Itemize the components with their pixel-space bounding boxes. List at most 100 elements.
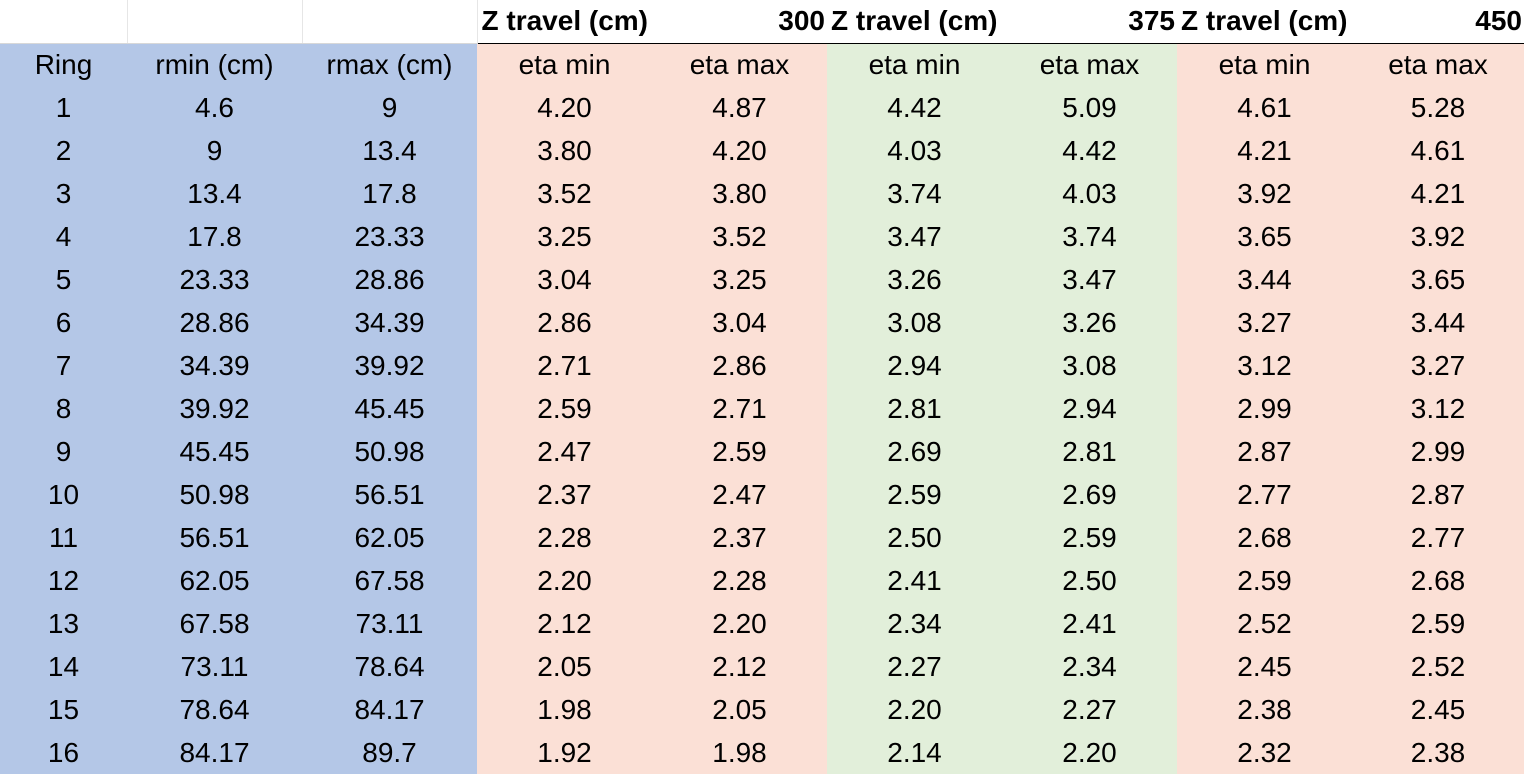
eta-min-cell[interactable]: 3.26: [827, 258, 1002, 301]
rmin-cell[interactable]: 39.92: [127, 387, 302, 430]
rmin-cell[interactable]: 9: [127, 129, 302, 172]
rmin-cell[interactable]: 45.45: [127, 430, 302, 473]
ring-cell[interactable]: 1: [0, 86, 127, 129]
eta-max-cell[interactable]: 2.81: [1002, 430, 1177, 473]
eta-max-cell[interactable]: 2.47: [652, 473, 827, 516]
eta-min-cell[interactable]: 2.45: [1177, 645, 1352, 688]
rmax-cell[interactable]: 23.33: [302, 215, 477, 258]
eta-min-cell[interactable]: 4.42: [827, 86, 1002, 129]
header-eta-max[interactable]: eta max: [652, 43, 827, 86]
rmin-cell[interactable]: 13.4: [127, 172, 302, 215]
eta-min-cell[interactable]: 2.68: [1177, 516, 1352, 559]
z-travel-label[interactable]: Z travel (cm): [1177, 0, 1352, 44]
rmin-cell[interactable]: 28.86: [127, 301, 302, 344]
eta-max-cell[interactable]: 2.86: [652, 344, 827, 387]
eta-max-cell[interactable]: 4.87: [652, 86, 827, 129]
eta-max-cell[interactable]: 2.87: [1352, 473, 1524, 516]
rmin-cell[interactable]: 67.58: [127, 602, 302, 645]
eta-max-cell[interactable]: 2.99: [1352, 430, 1524, 473]
eta-max-cell[interactable]: 3.12: [1352, 387, 1524, 430]
header-ring[interactable]: Ring: [0, 43, 127, 86]
eta-min-cell[interactable]: 2.41: [827, 559, 1002, 602]
eta-max-cell[interactable]: 3.80: [652, 172, 827, 215]
eta-min-cell[interactable]: 3.65: [1177, 215, 1352, 258]
eta-max-cell[interactable]: 4.21: [1352, 172, 1524, 215]
rmin-cell[interactable]: 56.51: [127, 516, 302, 559]
rmax-cell[interactable]: 9: [302, 86, 477, 129]
ring-cell[interactable]: 6: [0, 301, 127, 344]
z-travel-value[interactable]: 375: [1002, 0, 1177, 44]
eta-min-cell[interactable]: 2.71: [477, 344, 652, 387]
eta-min-cell[interactable]: 2.47: [477, 430, 652, 473]
eta-min-cell[interactable]: 2.12: [477, 602, 652, 645]
rmax-cell[interactable]: 39.92: [302, 344, 477, 387]
eta-max-cell[interactable]: 2.41: [1002, 602, 1177, 645]
eta-max-cell[interactable]: 3.26: [1002, 301, 1177, 344]
ring-cell[interactable]: 16: [0, 731, 127, 774]
z-travel-value[interactable]: 450: [1352, 0, 1524, 44]
eta-max-cell[interactable]: 2.59: [652, 430, 827, 473]
eta-max-cell[interactable]: 2.28: [652, 559, 827, 602]
ring-cell[interactable]: 15: [0, 688, 127, 731]
rmax-cell[interactable]: 28.86: [302, 258, 477, 301]
eta-min-cell[interactable]: 3.25: [477, 215, 652, 258]
rmax-cell[interactable]: 78.64: [302, 645, 477, 688]
eta-min-cell[interactable]: 3.80: [477, 129, 652, 172]
eta-max-cell[interactable]: 3.08: [1002, 344, 1177, 387]
eta-min-cell[interactable]: 3.92: [1177, 172, 1352, 215]
rmax-cell[interactable]: 50.98: [302, 430, 477, 473]
eta-min-cell[interactable]: 2.52: [1177, 602, 1352, 645]
rmin-cell[interactable]: 4.6: [127, 86, 302, 129]
rmin-cell[interactable]: 34.39: [127, 344, 302, 387]
rmax-cell[interactable]: 13.4: [302, 129, 477, 172]
ring-cell[interactable]: 11: [0, 516, 127, 559]
eta-min-cell[interactable]: 2.59: [827, 473, 1002, 516]
eta-min-cell[interactable]: 4.61: [1177, 86, 1352, 129]
rmax-cell[interactable]: 67.58: [302, 559, 477, 602]
eta-min-cell[interactable]: 2.05: [477, 645, 652, 688]
ring-cell[interactable]: 12: [0, 559, 127, 602]
eta-min-cell[interactable]: 3.52: [477, 172, 652, 215]
z-travel-value[interactable]: 300: [652, 0, 827, 44]
rmax-cell[interactable]: 73.11: [302, 602, 477, 645]
eta-min-cell[interactable]: 3.44: [1177, 258, 1352, 301]
empty-cell[interactable]: [0, 0, 128, 44]
eta-max-cell[interactable]: 2.50: [1002, 559, 1177, 602]
eta-max-cell[interactable]: 2.59: [1002, 516, 1177, 559]
eta-min-cell[interactable]: 1.98: [477, 688, 652, 731]
eta-max-cell[interactable]: 2.20: [652, 602, 827, 645]
header-rmin[interactable]: rmin (cm): [127, 43, 302, 86]
eta-max-cell[interactable]: 3.65: [1352, 258, 1524, 301]
header-eta-max[interactable]: eta max: [1352, 43, 1524, 86]
eta-max-cell[interactable]: 3.44: [1352, 301, 1524, 344]
eta-max-cell[interactable]: 2.94: [1002, 387, 1177, 430]
eta-min-cell[interactable]: 2.94: [827, 344, 1002, 387]
ring-cell[interactable]: 14: [0, 645, 127, 688]
eta-min-cell[interactable]: 2.50: [827, 516, 1002, 559]
header-rmax[interactable]: rmax (cm): [302, 43, 477, 86]
eta-max-cell[interactable]: 2.68: [1352, 559, 1524, 602]
ring-cell[interactable]: 2: [0, 129, 127, 172]
eta-min-cell[interactable]: 4.21: [1177, 129, 1352, 172]
header-eta-min[interactable]: eta min: [477, 43, 652, 86]
eta-max-cell[interactable]: 4.42: [1002, 129, 1177, 172]
eta-max-cell[interactable]: 2.38: [1352, 731, 1524, 774]
rmin-cell[interactable]: 62.05: [127, 559, 302, 602]
eta-max-cell[interactable]: 2.20: [1002, 731, 1177, 774]
eta-max-cell[interactable]: 4.61: [1352, 129, 1524, 172]
z-travel-label[interactable]: Z travel (cm): [477, 0, 652, 44]
rmin-cell[interactable]: 78.64: [127, 688, 302, 731]
eta-min-cell[interactable]: 2.99: [1177, 387, 1352, 430]
rmax-cell[interactable]: 34.39: [302, 301, 477, 344]
eta-min-cell[interactable]: 2.37: [477, 473, 652, 516]
eta-min-cell[interactable]: 2.28: [477, 516, 652, 559]
eta-min-cell[interactable]: 2.59: [1177, 559, 1352, 602]
ring-cell[interactable]: 3: [0, 172, 127, 215]
header-eta-min[interactable]: eta min: [827, 43, 1002, 86]
eta-max-cell[interactable]: 2.12: [652, 645, 827, 688]
eta-max-cell[interactable]: 2.05: [652, 688, 827, 731]
eta-min-cell[interactable]: 2.14: [827, 731, 1002, 774]
eta-max-cell[interactable]: 2.69: [1002, 473, 1177, 516]
eta-max-cell[interactable]: 2.27: [1002, 688, 1177, 731]
eta-min-cell[interactable]: 2.69: [827, 430, 1002, 473]
